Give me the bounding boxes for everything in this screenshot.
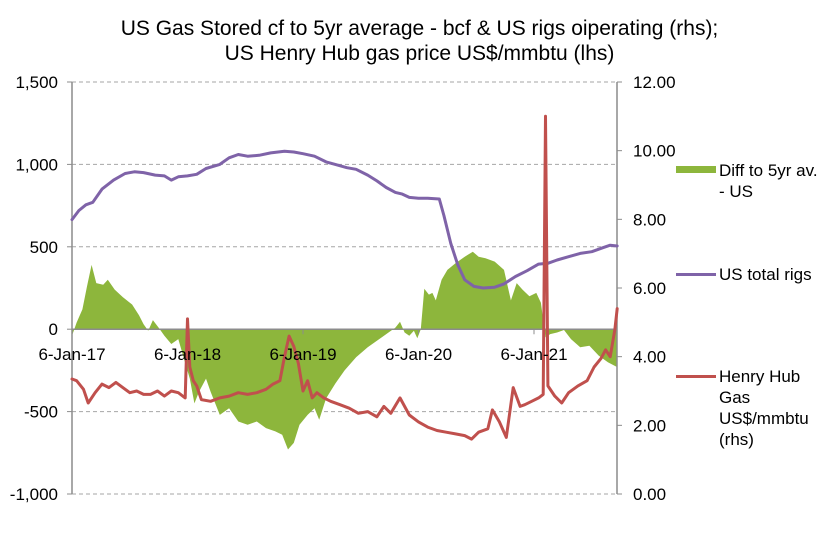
legend-label-line: Henry Hub xyxy=(719,367,801,386)
legend-label-us-total-rigs: US total rigs xyxy=(719,264,839,285)
axes xyxy=(67,81,622,495)
right-axis-tick-label: 2.00 xyxy=(633,416,666,435)
right-axis-tick-label: 8.00 xyxy=(633,210,666,229)
right-axis-tick-label: 6.00 xyxy=(633,279,666,298)
legend-label-storage-diff: Diff to 5yr av. - US xyxy=(719,160,839,202)
chart-title-line-2: US Henry Hub gas price US$/mmbtu (lhs) xyxy=(224,42,615,65)
legend-label-line: Gas xyxy=(719,388,751,407)
left-axis-tick-label: 0 xyxy=(49,320,58,339)
left-axis-tick-label: -1,000 xyxy=(10,485,58,504)
chart-title: US Gas Stored cf to 5yr average - bcf & … xyxy=(0,16,839,66)
left-axis-tick-label: 500 xyxy=(30,238,58,257)
series-line-us-total-rigs xyxy=(70,149,619,290)
legend-label-line: Diff to 5yr av. xyxy=(719,161,818,180)
tick-labels: 1,500 1,000 500 0 -500 -1,000 12.00 10.00 8.00 6.… xyxy=(10,73,676,504)
legend-label-line: US total rigs xyxy=(719,265,812,284)
legend-label-line: US$/mmbtu xyxy=(719,409,809,428)
left-axis-tick-label: 1,500 xyxy=(15,73,58,92)
legend-label-line: - US xyxy=(719,182,753,201)
chart-title-line-1: US Gas Stored cf to 5yr average - bcf & … xyxy=(120,17,719,40)
right-axis-tick-label: 12.00 xyxy=(633,73,676,92)
legend-swatch-storage-diff xyxy=(676,166,716,173)
right-axis-tick-label: 0.00 xyxy=(633,485,666,504)
gridlines xyxy=(72,81,617,495)
right-axis-tick-label: 10.00 xyxy=(633,142,676,161)
x-axis-tick-label: 6-Jan-20 xyxy=(385,345,452,364)
x-axis-tick-label: 6-Jan-21 xyxy=(500,345,567,364)
x-axis-tick-label: 6-Jan-19 xyxy=(269,345,336,364)
series-area-storage-diff xyxy=(72,251,618,450)
left-axis-tick-label: 1,000 xyxy=(15,155,58,174)
x-axis-tick-label: 6-Jan-18 xyxy=(154,345,221,364)
legend-swatch-us-total-rigs xyxy=(676,273,716,276)
right-axis-tick-label: 4.00 xyxy=(633,348,666,367)
x-axis-tick-label: 6-Jan-17 xyxy=(38,345,105,364)
storage-diff-area-layer xyxy=(72,251,618,450)
legend-swatch-henry-hub xyxy=(676,375,716,378)
legend-label-line: (rhs) xyxy=(719,430,754,449)
series-line-henry-hub-price xyxy=(70,114,619,441)
left-axis-tick-label: -500 xyxy=(24,403,58,422)
legend-label-henry-hub: Henry Hub Gas US$/mmbtu (rhs) xyxy=(719,366,839,450)
series-line-layer xyxy=(70,114,619,441)
